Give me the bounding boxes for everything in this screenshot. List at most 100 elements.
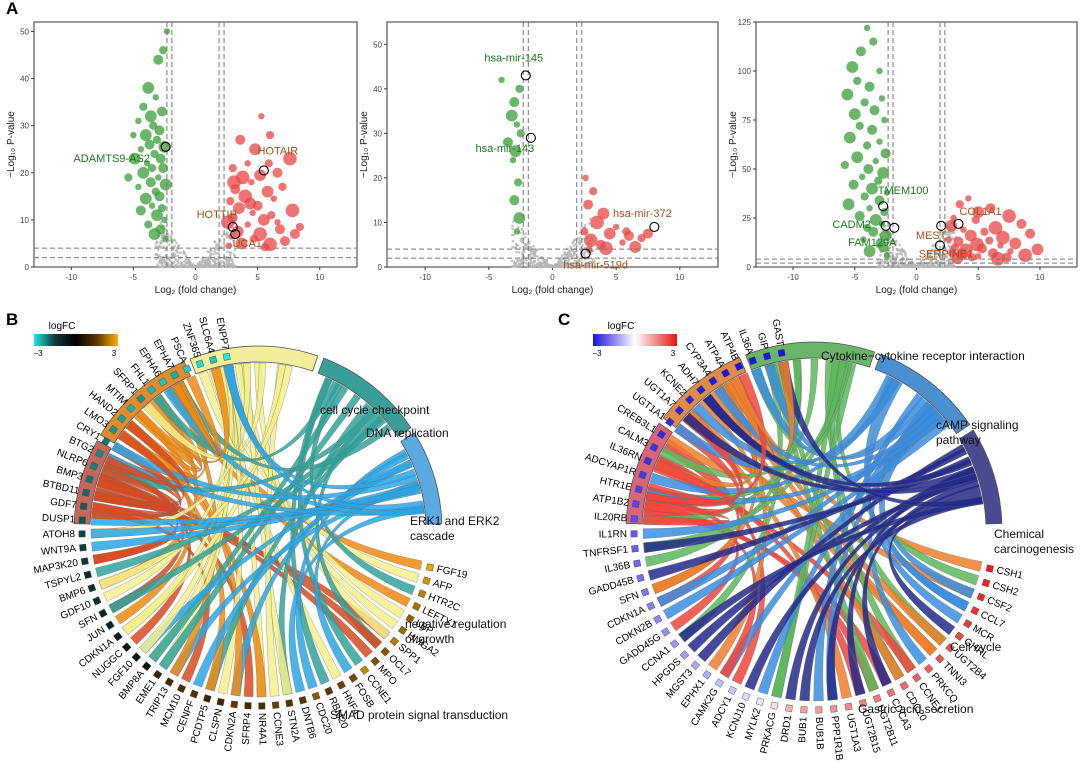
y-tick-label: 100 bbox=[738, 67, 752, 76]
ns-point bbox=[215, 247, 219, 250]
ns-point bbox=[941, 251, 945, 254]
gene-box bbox=[203, 694, 212, 703]
gene-box bbox=[696, 385, 706, 395]
ns-point bbox=[183, 260, 186, 263]
ns-point bbox=[514, 262, 517, 265]
gene-box bbox=[679, 650, 690, 660]
ns-point bbox=[536, 248, 539, 252]
gene-box bbox=[92, 596, 102, 606]
up-point bbox=[244, 160, 251, 167]
down-point bbox=[877, 167, 890, 179]
up-point bbox=[972, 206, 985, 219]
down-point bbox=[159, 178, 172, 191]
ns-point bbox=[533, 251, 537, 255]
ns-point bbox=[891, 242, 895, 246]
down-point bbox=[854, 211, 865, 222]
y-tick-label: 50 bbox=[20, 27, 29, 36]
ns-point bbox=[543, 262, 547, 265]
ns-point bbox=[230, 258, 234, 261]
gene-box bbox=[164, 677, 174, 687]
up-point bbox=[228, 163, 237, 173]
legend-tick-label: 3 bbox=[671, 349, 676, 358]
legend-colorbar bbox=[593, 334, 677, 346]
ns-point bbox=[894, 243, 897, 247]
gene-box bbox=[209, 355, 218, 364]
down-point bbox=[883, 252, 891, 259]
chord-ribbon bbox=[824, 359, 947, 646]
term-label: Cell cycle bbox=[950, 640, 1002, 654]
up-point bbox=[227, 175, 241, 189]
ns-point bbox=[515, 250, 519, 254]
ns-point bbox=[935, 252, 939, 256]
ns-point bbox=[524, 262, 528, 265]
ns-point bbox=[517, 251, 521, 254]
down-point bbox=[152, 94, 159, 101]
down-point bbox=[878, 242, 889, 253]
y-tick-label: 40 bbox=[373, 85, 382, 94]
ns-point bbox=[530, 261, 534, 265]
ns-point bbox=[190, 263, 193, 267]
x-tick-label: 0 bbox=[193, 273, 198, 282]
ns-point bbox=[905, 263, 908, 267]
down-point bbox=[128, 152, 141, 165]
ns-point bbox=[170, 235, 173, 238]
ns-point bbox=[176, 259, 180, 262]
plot-frame bbox=[386, 21, 719, 268]
ns-point bbox=[583, 251, 586, 254]
gene-label: NR4A1 bbox=[256, 713, 268, 746]
down-point bbox=[159, 46, 168, 55]
gene-box bbox=[858, 698, 868, 708]
up-point bbox=[279, 236, 290, 247]
gene-box bbox=[98, 608, 108, 618]
y-tick-label: 10 bbox=[373, 218, 382, 227]
up-point bbox=[976, 243, 987, 254]
ns-point bbox=[563, 258, 567, 262]
ns-point bbox=[925, 262, 929, 266]
ns-point bbox=[945, 231, 949, 234]
y-tick-label: 40 bbox=[20, 75, 29, 84]
down-point bbox=[853, 76, 862, 85]
ns-point bbox=[207, 264, 211, 268]
gene-box bbox=[912, 673, 922, 683]
ns-point bbox=[937, 259, 940, 263]
ns-point bbox=[512, 220, 515, 223]
term-arc bbox=[189, 345, 319, 375]
down-point bbox=[509, 156, 517, 164]
gene-box bbox=[721, 368, 731, 378]
down-point bbox=[509, 145, 522, 158]
down-point bbox=[866, 182, 878, 195]
up-point bbox=[960, 226, 967, 233]
y-tick-label: 25 bbox=[742, 214, 751, 223]
gene-box bbox=[131, 652, 142, 662]
term-label: Gastric acid secretion bbox=[858, 702, 973, 716]
ns-point bbox=[169, 238, 172, 242]
ns-point bbox=[524, 232, 528, 236]
ns-point bbox=[189, 261, 193, 265]
ns-point bbox=[173, 253, 177, 257]
up-point bbox=[1018, 248, 1032, 263]
ns-point bbox=[929, 265, 932, 269]
up-point bbox=[265, 130, 275, 140]
highlight-ring bbox=[227, 221, 238, 233]
ns-point bbox=[939, 251, 942, 254]
ns-point bbox=[941, 232, 945, 235]
up-point bbox=[1007, 248, 1014, 255]
down-point bbox=[158, 163, 169, 174]
up-point bbox=[225, 242, 233, 249]
gene-box bbox=[81, 488, 91, 497]
ns-point bbox=[232, 239, 235, 243]
up-point bbox=[597, 207, 610, 220]
up-point bbox=[248, 178, 255, 186]
gene-box bbox=[389, 636, 400, 647]
ns-point bbox=[159, 221, 163, 224]
ns-point bbox=[919, 260, 923, 263]
down-point bbox=[142, 82, 155, 94]
gene-box bbox=[800, 706, 808, 714]
ns-point bbox=[187, 259, 191, 263]
x-tick-label: 0 bbox=[550, 273, 555, 282]
ns-point bbox=[901, 256, 905, 260]
gene-box bbox=[121, 642, 132, 652]
down-point bbox=[869, 37, 878, 46]
chord-ribbon bbox=[172, 375, 222, 456]
ns-point bbox=[211, 259, 215, 262]
